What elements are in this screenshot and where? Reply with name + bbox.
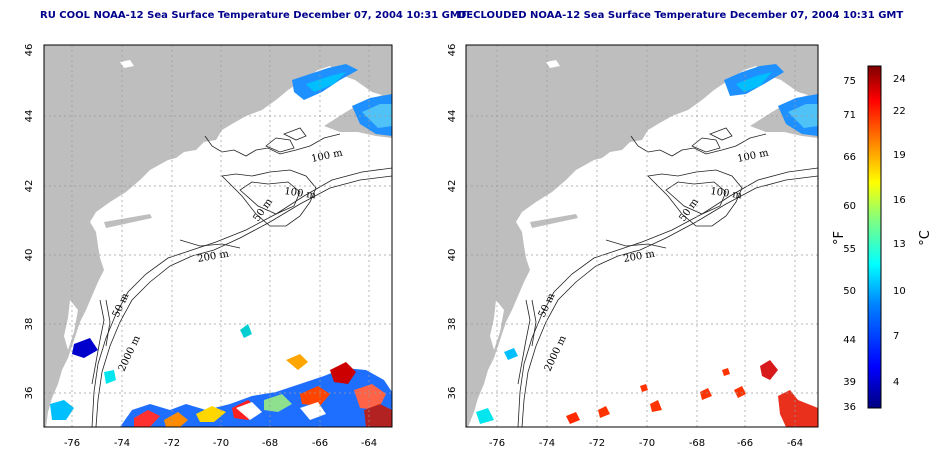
celsius-tick-label: 19 — [893, 150, 906, 161]
celsius-tick-label: 10 — [893, 286, 906, 297]
celsius-unit-label: °C — [918, 230, 933, 246]
colorbar-scale — [867, 65, 882, 409]
right-map-panel: 100 m 100 m 50 m 200 m 50 m 2000 m 36 38… — [447, 44, 819, 449]
lon-tick-label: -70 — [213, 438, 229, 449]
right-long-island — [530, 214, 578, 228]
fahrenheit-tick-label: 75 — [843, 76, 856, 87]
lat-tick-label: 46 — [24, 44, 35, 57]
fahrenheit-tick-label: 66 — [843, 152, 856, 163]
lon-tick-label: -64 — [361, 438, 377, 449]
fahrenheit-tick-label: 36 — [843, 402, 856, 413]
lat-tick-label: 42 — [447, 180, 458, 193]
lon-tick-label: -74 — [539, 438, 555, 449]
lon-tick-label: -66 — [737, 438, 753, 449]
lat-tick-label: 36 — [24, 387, 35, 400]
left-sst-patches — [50, 64, 392, 427]
celsius-tick-label: 24 — [893, 74, 906, 85]
right-land-mass — [466, 45, 818, 427]
lat-tick-label: 44 — [24, 110, 35, 123]
left-lat-axis: 36 38 40 42 44 46 — [24, 44, 35, 400]
fahrenheit-tick-label: 50 — [843, 286, 856, 297]
lat-tick-label: 36 — [447, 387, 458, 400]
fahrenheit-ticks: 75 71 66 60 55 50 44 39 36 — [843, 76, 856, 413]
lon-tick-label: -70 — [639, 438, 655, 449]
lon-tick-label: -72 — [589, 438, 605, 449]
fahrenheit-tick-label: 60 — [843, 201, 856, 212]
left-map-title: RU COOL NOAA-12 Sea Surface Temperature … — [40, 10, 467, 21]
lat-tick-label: 40 — [447, 249, 458, 262]
colorbar: 75 71 66 60 55 50 44 39 36 24 22 19 16 1… — [832, 65, 933, 413]
right-lake — [546, 60, 560, 68]
left-isobaths — [91, 127, 392, 427]
right-isobath-label: 100 m — [710, 186, 743, 201]
fahrenheit-tick-label: 55 — [843, 244, 856, 255]
right-grid — [466, 45, 818, 427]
lat-tick-label: 46 — [447, 44, 458, 57]
lon-tick-label: -66 — [312, 438, 328, 449]
right-isobaths — [517, 127, 818, 427]
left-map-panel: 100 m 100 m 50 m 200 m 50 m 2000 m 36 38… — [24, 44, 393, 449]
lat-tick-label: 42 — [24, 180, 35, 193]
lon-tick-label: -68 — [262, 438, 278, 449]
fahrenheit-unit-label: °F — [832, 231, 847, 245]
celsius-tick-label: 22 — [893, 106, 906, 117]
left-lon-axis: -76 -74 -72 -70 -68 -66 -64 — [64, 438, 377, 449]
fahrenheit-tick-label: 71 — [843, 110, 856, 121]
left-grid — [44, 45, 392, 427]
right-lat-axis: 36 38 40 42 44 46 — [447, 44, 458, 400]
celsius-tick-label: 16 — [893, 195, 906, 206]
left-lake — [120, 60, 134, 68]
right-map-frame — [465, 44, 819, 428]
fahrenheit-tick-label: 44 — [843, 335, 856, 346]
lon-tick-label: -64 — [787, 438, 803, 449]
celsius-ticks: 24 22 19 16 13 10 7 4 — [893, 74, 906, 388]
lon-tick-label: -76 — [489, 438, 505, 449]
lon-tick-label: -68 — [689, 438, 705, 449]
lat-tick-label: 38 — [447, 318, 458, 331]
celsius-tick-label: 4 — [893, 377, 899, 388]
lon-tick-label: -76 — [64, 438, 80, 449]
fahrenheit-tick-label: 39 — [843, 377, 856, 388]
right-map-title: DECLOUDED NOAA-12 Sea Surface Temperatur… — [458, 10, 904, 21]
left-isobath-label: 100 m — [284, 186, 317, 201]
left-bay — [64, 300, 78, 350]
celsius-tick-label: 13 — [893, 239, 906, 250]
right-lon-axis: -76 -74 -72 -70 -68 -66 -64 — [489, 438, 803, 449]
left-map-frame — [43, 44, 393, 428]
left-land-mass — [44, 45, 392, 427]
lon-tick-label: -74 — [114, 438, 130, 449]
lat-tick-label: 44 — [447, 110, 458, 123]
lat-tick-label: 38 — [24, 318, 35, 331]
lat-tick-label: 40 — [24, 249, 35, 262]
left-long-island — [104, 214, 152, 228]
celsius-tick-label: 7 — [893, 331, 899, 342]
lon-tick-label: -72 — [164, 438, 180, 449]
